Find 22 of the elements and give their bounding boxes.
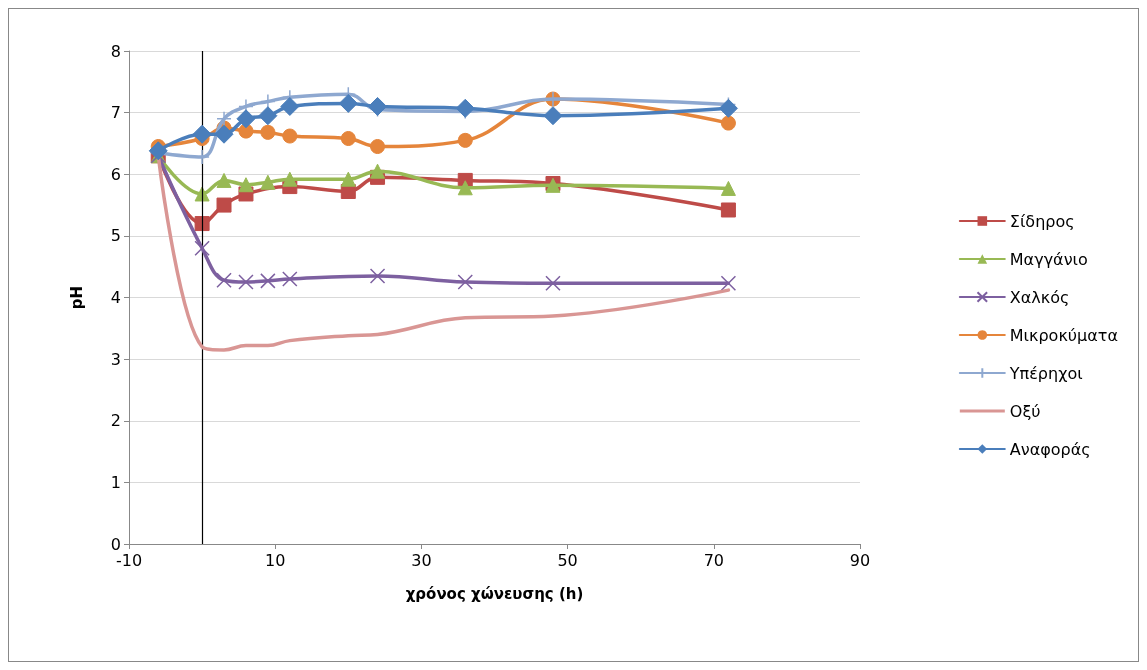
y-tick-label: 5 (110, 226, 121, 246)
x-tick-label: 70 (703, 550, 724, 570)
x-tick-label: 10 (265, 550, 286, 570)
legend-label: Υπέρηχοι (1008, 363, 1083, 383)
legend-label: Μαγγάνιο (1009, 249, 1088, 269)
y-tick-label: 2 (110, 411, 121, 431)
x-tick-label: 30 (411, 550, 432, 570)
y-axis-title: pH (67, 285, 86, 310)
legend-label: Χαλκός (1009, 287, 1070, 307)
x-axis-title: χρόνος χώνευσης (h) (405, 584, 584, 603)
legend-label: Μικροκύματα (1009, 325, 1118, 345)
legend-label: Οξύ (1009, 401, 1041, 421)
x-tick-label: 90 (849, 550, 871, 570)
y-tick-label: 3 (110, 349, 121, 369)
y-tick-label: 7 (110, 103, 121, 123)
y-tick-label: 4 (110, 288, 121, 307)
y-tick-label: 6 (110, 164, 121, 184)
x-tick-label: 50 (557, 550, 578, 570)
y-tick-label: 1 (110, 472, 121, 492)
legend-label: Σίδηρος (1009, 211, 1075, 231)
legend-label: Αναφοράς (1009, 439, 1091, 459)
y-tick-label: 8 (110, 41, 121, 61)
